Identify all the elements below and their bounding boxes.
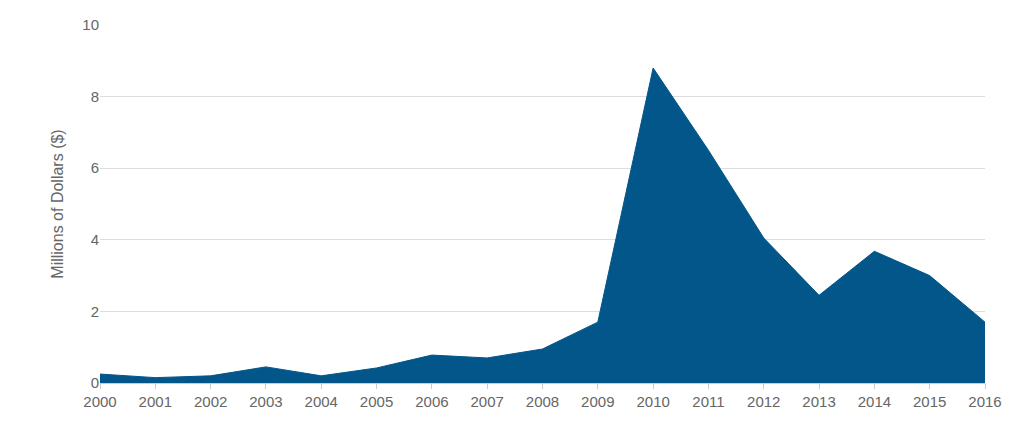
svg-text:10: 10 bbox=[82, 16, 99, 33]
svg-text:2001: 2001 bbox=[139, 393, 172, 410]
svg-text:2006: 2006 bbox=[415, 393, 448, 410]
svg-text:2014: 2014 bbox=[858, 393, 891, 410]
svg-text:2003: 2003 bbox=[249, 393, 282, 410]
svg-text:2002: 2002 bbox=[194, 393, 227, 410]
svg-text:2015: 2015 bbox=[913, 393, 946, 410]
svg-text:2010: 2010 bbox=[636, 393, 669, 410]
svg-text:2011: 2011 bbox=[692, 393, 724, 410]
svg-text:0: 0 bbox=[91, 374, 99, 391]
svg-text:2008: 2008 bbox=[526, 393, 559, 410]
svg-text:2009: 2009 bbox=[581, 393, 614, 410]
svg-text:2005: 2005 bbox=[360, 393, 393, 410]
svg-text:8: 8 bbox=[91, 88, 99, 105]
svg-text:Millions of Dollars ($): Millions of Dollars ($) bbox=[49, 129, 66, 278]
svg-text:2: 2 bbox=[91, 303, 99, 320]
svg-text:2007: 2007 bbox=[471, 393, 504, 410]
svg-text:2016: 2016 bbox=[968, 393, 1001, 410]
svg-text:2004: 2004 bbox=[305, 393, 338, 410]
svg-text:2000: 2000 bbox=[83, 393, 116, 410]
svg-text:2012: 2012 bbox=[747, 393, 780, 410]
svg-text:6: 6 bbox=[91, 159, 99, 176]
svg-text:4: 4 bbox=[91, 231, 99, 248]
svg-text:2013: 2013 bbox=[802, 393, 835, 410]
